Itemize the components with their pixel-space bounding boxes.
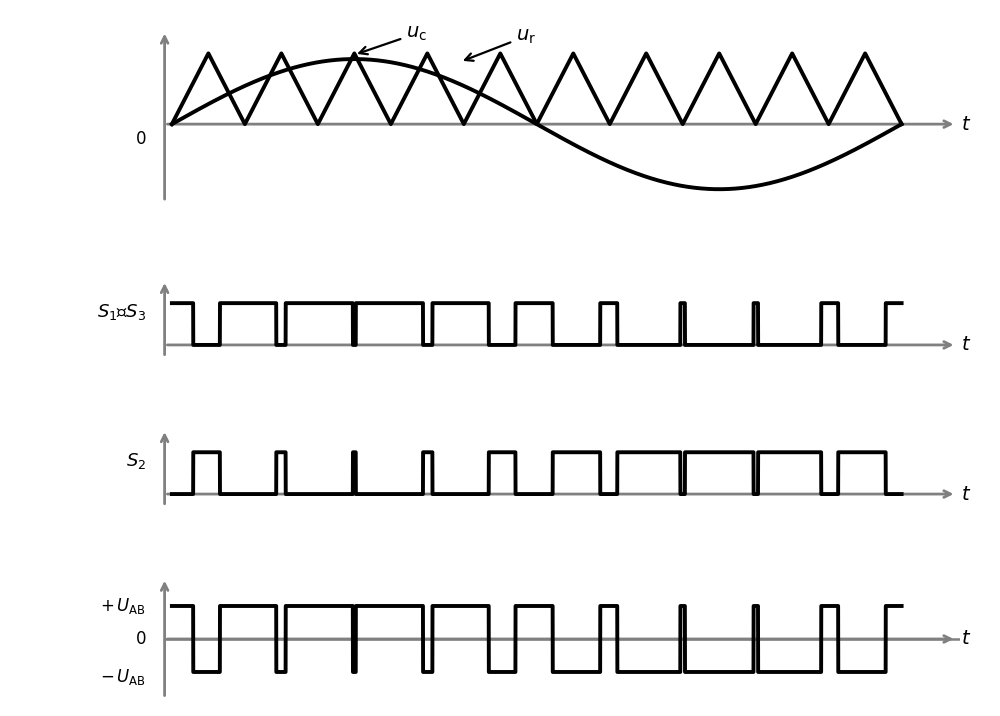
Text: $t$: $t$ xyxy=(961,335,972,354)
Text: $+\,U_{\rm AB}$: $+\,U_{\rm AB}$ xyxy=(100,596,146,616)
Text: $\mathit{u}_{\rm r}$: $\mathit{u}_{\rm r}$ xyxy=(465,27,536,61)
Text: $0$: $0$ xyxy=(135,630,146,648)
Text: $0$: $0$ xyxy=(135,130,146,147)
Text: $-\,U_{\rm AB}$: $-\,U_{\rm AB}$ xyxy=(100,667,146,687)
Text: $\mathit{u}_{\rm c}$: $\mathit{u}_{\rm c}$ xyxy=(359,24,427,54)
Text: $t$: $t$ xyxy=(961,485,972,503)
Text: $t$: $t$ xyxy=(961,115,972,134)
Text: $S_1$、$S_3$: $S_1$、$S_3$ xyxy=(97,301,146,321)
Text: $t$: $t$ xyxy=(961,629,972,649)
Text: $S_2$: $S_2$ xyxy=(126,450,146,470)
